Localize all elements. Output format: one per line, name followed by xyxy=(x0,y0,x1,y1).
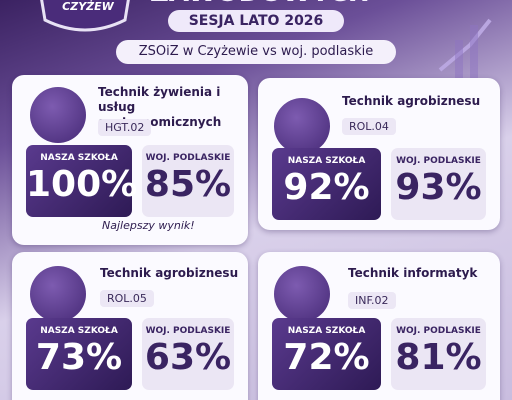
note: Najlepszy wynik! xyxy=(102,219,195,232)
card: Technik agrobiznesu ROL.04 NASZA SZKOŁA 92%… xyxy=(258,78,500,230)
title: ZAWODOWYCH xyxy=(150,0,370,8)
card: Technik agrobiznesu ROL.05 NASZA SZKOŁA 73%… xyxy=(12,252,248,400)
icon xyxy=(274,98,330,154)
card-code: INF.02 xyxy=(348,292,396,309)
school-value: 100% xyxy=(26,164,138,205)
school-label: NASZA SZKOŁA xyxy=(40,326,118,336)
logo: CZYŻEW xyxy=(62,0,114,13)
school-value: 73% xyxy=(35,337,123,378)
school-box: NASZA SZKOŁA 100% xyxy=(26,145,138,217)
region-box: WOJ. PODLASKIE 93% xyxy=(391,148,486,220)
school-box: NASZA SZKOŁA 73% xyxy=(26,318,132,390)
icon xyxy=(274,266,330,322)
region-value: 85% xyxy=(144,164,232,205)
school-label: NASZA SZKOŁA xyxy=(40,153,118,163)
region-label: WOJ. PODLASKIE xyxy=(396,326,481,336)
region-label: WOJ. PODLASKIE xyxy=(145,326,231,336)
icon xyxy=(30,266,86,322)
region-box: WOJ. PODLASKIE 81% xyxy=(391,318,486,390)
subtitle: ZSOiZ w Czyżewie vs woj. podlaskie xyxy=(116,40,396,64)
region-box: WOJ. PODLASKIE 85% xyxy=(142,145,234,217)
school-value: 92% xyxy=(283,167,370,208)
card-code: HGT.02 xyxy=(98,119,152,136)
card-name: Technik agrobiznesu xyxy=(100,266,239,280)
region-value: 63% xyxy=(144,337,232,378)
region-label: WOJ. PODLASKIE xyxy=(145,153,231,163)
school-box: NASZA SZKOŁA 92% xyxy=(272,148,381,220)
card-code: ROL.05 xyxy=(100,290,154,307)
card-name: Technik informatyk xyxy=(348,266,478,280)
card-code: ROL.04 xyxy=(342,118,396,135)
card: Technik informatyk INF.02 NASZA SZKOŁA 72% W… xyxy=(258,252,500,400)
region-box: WOJ. PODLASKIE 63% xyxy=(142,318,234,390)
school-value: 72% xyxy=(283,337,370,378)
card: Technik żywienia i usług gastronomicznyc… xyxy=(12,75,248,245)
school-box: NASZA SZKOŁA 72% xyxy=(272,318,381,390)
region-value: 93% xyxy=(395,167,482,208)
card-name: Technik agrobiznesu xyxy=(342,94,481,108)
session: SESJA LATO 2026 xyxy=(168,10,344,32)
icon xyxy=(30,87,86,143)
region-label: WOJ. PODLASKIE xyxy=(396,156,481,166)
region-value: 81% xyxy=(395,337,482,378)
school-label: NASZA SZKOŁA xyxy=(287,326,366,336)
school-label: NASZA SZKOŁA xyxy=(287,156,366,166)
